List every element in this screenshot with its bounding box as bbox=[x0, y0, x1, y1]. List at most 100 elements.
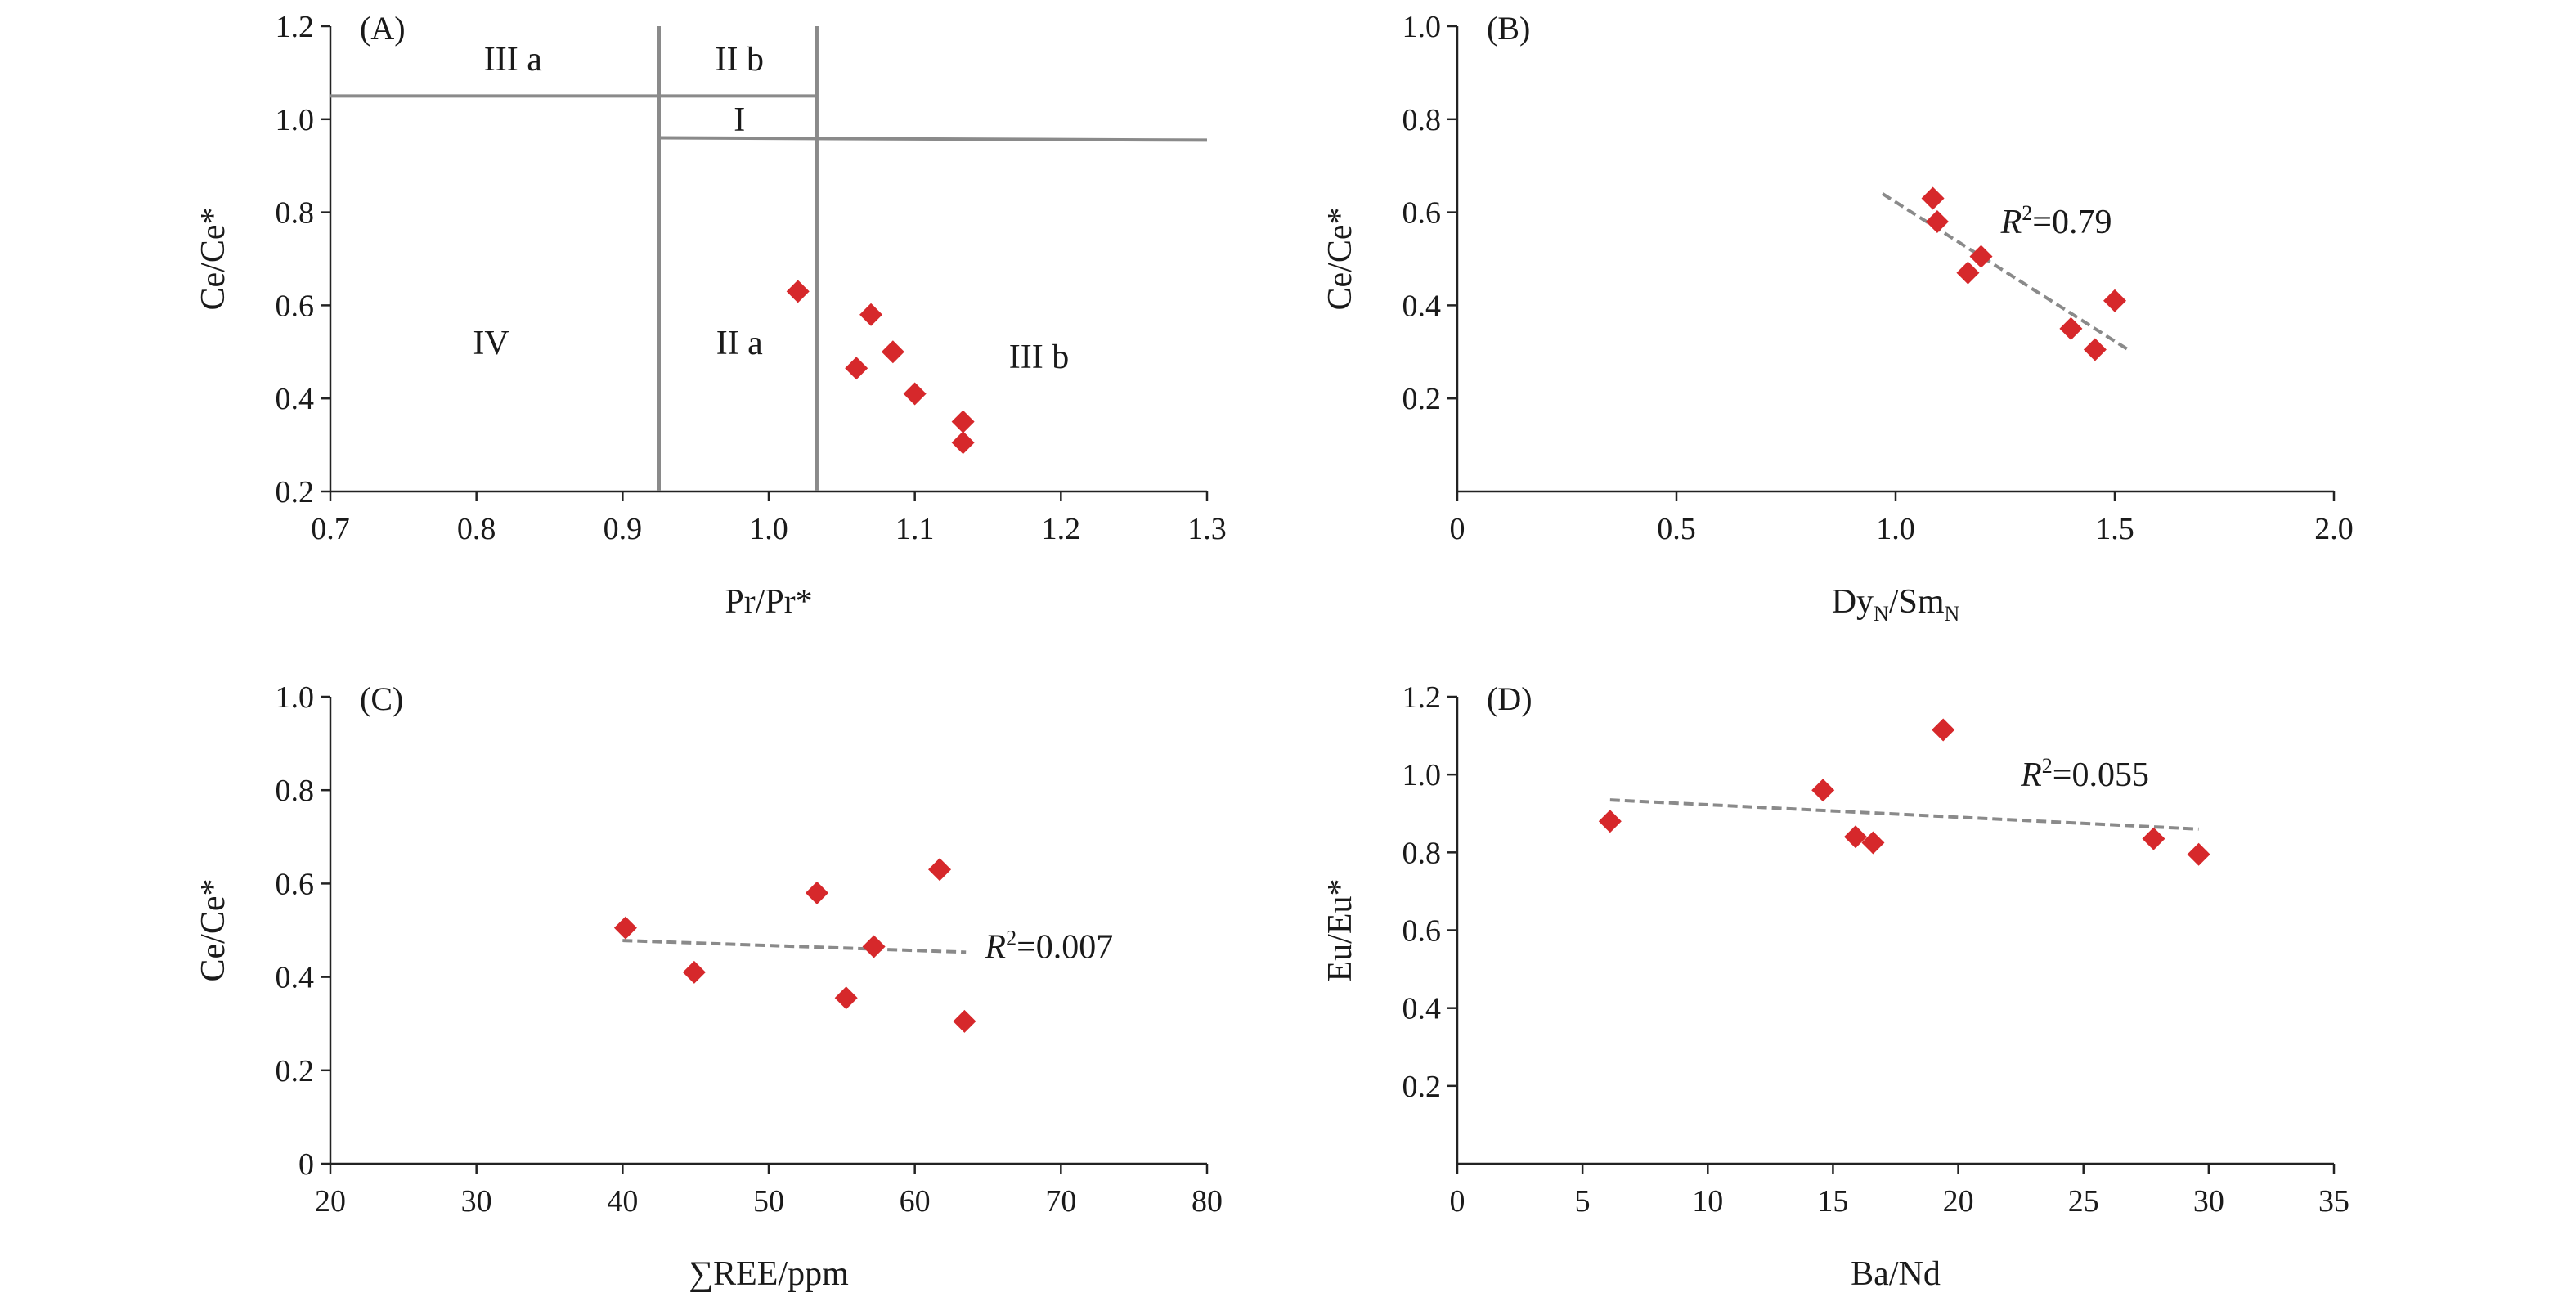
y-tick-label: 0.6 bbox=[276, 867, 315, 901]
data-point bbox=[1932, 718, 1955, 742]
x-tick-label: 0 bbox=[1450, 1184, 1465, 1218]
x-tick-label: 0 bbox=[1450, 512, 1465, 546]
field-boundary-line bbox=[658, 136, 1208, 142]
x-tick-label: 10 bbox=[1692, 1184, 1723, 1218]
y-tick-label: 0.4 bbox=[1402, 289, 1442, 323]
data-point bbox=[1861, 831, 1885, 855]
data-point bbox=[953, 1009, 976, 1033]
r-squared-superscript: 2 bbox=[2022, 201, 2032, 225]
r-squared-annotation: R2=0.79 bbox=[2000, 201, 2112, 241]
y-tick-label: 1.2 bbox=[276, 10, 315, 44]
x-axis-label: DyN/SmN bbox=[1832, 583, 1960, 626]
data-point bbox=[862, 935, 886, 958]
x-axis-label: Pr/Pr* bbox=[725, 583, 812, 621]
x-tick-label: 1.2 bbox=[1042, 512, 1081, 546]
data-point bbox=[845, 357, 868, 380]
x-tick-label: 0.8 bbox=[457, 512, 496, 546]
y-tick-label: 0.6 bbox=[1402, 914, 1442, 949]
x-tick-label: 1.5 bbox=[2095, 512, 2134, 546]
region-label: IV bbox=[473, 325, 509, 362]
x-tick-label: 30 bbox=[461, 1184, 492, 1218]
y-tick-label: 0.8 bbox=[276, 774, 315, 808]
trend-line bbox=[1609, 798, 2199, 831]
y-tick-label: 0.2 bbox=[1402, 382, 1442, 416]
y-tick-label: 0.2 bbox=[276, 475, 315, 509]
region-label: III a bbox=[484, 41, 542, 79]
data-point bbox=[2083, 338, 2107, 361]
x-axis-label-part: /Sm bbox=[1889, 583, 1945, 621]
data-point bbox=[1843, 825, 1867, 849]
y-tick-label: 0.4 bbox=[1402, 992, 1442, 1026]
y-tick-label: 0.2 bbox=[1402, 1070, 1442, 1104]
panel-c: 20 30 40 50 60 70 80 0 0.2 0.4 0.6 0.8 1.0 (C) Ce/Ce* ∑… bbox=[195, 680, 1223, 1293]
y-tick-label: 1.2 bbox=[1402, 680, 1442, 715]
region-label: II b bbox=[716, 41, 764, 79]
x-tick-label: 35 bbox=[2318, 1184, 2349, 1218]
x-axis-label-part: Dy bbox=[1832, 583, 1874, 621]
data-point bbox=[2059, 316, 2083, 340]
region-label: I bbox=[734, 101, 745, 139]
data-point bbox=[1598, 810, 1622, 833]
panel-label: (A) bbox=[360, 10, 406, 47]
r-squared-superscript: 2 bbox=[2042, 754, 2053, 778]
x-tick-label: 2.0 bbox=[2314, 512, 2354, 546]
data-point bbox=[1969, 245, 1993, 268]
r-squared-variable: R bbox=[2020, 756, 2042, 794]
y-axis-label: Ce/Ce* bbox=[195, 208, 232, 311]
data-point bbox=[805, 881, 828, 904]
x-tick-label: 1.1 bbox=[895, 512, 935, 546]
region-label: II a bbox=[716, 325, 763, 362]
x-tick-label: 1.0 bbox=[1876, 512, 1915, 546]
data-point bbox=[881, 340, 904, 364]
r-squared-superscript: 2 bbox=[1006, 926, 1016, 949]
data-point bbox=[903, 382, 927, 406]
x-axis-label-subscript: N bbox=[1945, 602, 1960, 626]
r-squared-annotation: R2=0.055 bbox=[2020, 754, 2149, 794]
y-tick-label: 0.4 bbox=[276, 961, 315, 995]
trend-line bbox=[622, 939, 967, 954]
panel-label: (D) bbox=[1487, 680, 1533, 717]
data-point bbox=[2142, 827, 2165, 850]
r-squared-variable: R bbox=[2000, 204, 2022, 241]
x-tick-label: 70 bbox=[1045, 1184, 1076, 1218]
x-tick-label: 40 bbox=[607, 1184, 638, 1218]
data-point bbox=[613, 916, 637, 940]
x-tick-label: 1.3 bbox=[1187, 512, 1227, 546]
y-tick-label: 1.0 bbox=[276, 680, 315, 715]
x-tick-label: 0.5 bbox=[1657, 512, 1696, 546]
y-tick-label: 0 bbox=[298, 1147, 314, 1182]
x-tick-label: 20 bbox=[315, 1184, 346, 1218]
y-tick-label: 0.8 bbox=[1402, 836, 1442, 870]
y-tick-label: 0.2 bbox=[276, 1054, 315, 1088]
r-squared-annotation: R2=0.007 bbox=[984, 926, 1113, 966]
x-tick-label: 30 bbox=[2193, 1184, 2224, 1218]
data-point bbox=[2187, 842, 2210, 866]
data-point bbox=[951, 431, 975, 455]
data-point bbox=[1925, 209, 1949, 233]
panel-d: 0 5 10 15 20 25 30 35 0.2 0.4 0.6 0.8 1.0 1.2 (D) Eu/Eu… bbox=[1322, 680, 2349, 1293]
y-axis-label: Ce/Ce* bbox=[195, 879, 232, 982]
x-axis-label-subscript: N bbox=[1874, 602, 1889, 626]
y-tick-label: 1.0 bbox=[1402, 10, 1442, 44]
data-point bbox=[1921, 186, 1945, 210]
y-axis-label: Ce/Ce* bbox=[1322, 208, 1359, 311]
x-tick-label: 20 bbox=[1943, 1184, 1974, 1218]
data-point bbox=[2103, 289, 2126, 312]
trend-line bbox=[1881, 192, 2129, 352]
data-point bbox=[1956, 261, 1980, 285]
y-tick-label: 0.4 bbox=[276, 382, 315, 416]
y-axis-label: Eu/Eu* bbox=[1322, 879, 1359, 982]
x-axis-label: Ba/Nd bbox=[1851, 1255, 1941, 1293]
y-tick-label: 0.8 bbox=[1402, 103, 1442, 137]
x-tick-label: 25 bbox=[2068, 1184, 2099, 1218]
x-tick-label: 60 bbox=[900, 1184, 931, 1218]
x-tick-label: 50 bbox=[753, 1184, 784, 1218]
data-point bbox=[859, 303, 883, 326]
y-tick-label: 0.6 bbox=[1402, 196, 1442, 231]
y-tick-label: 0.8 bbox=[276, 196, 315, 231]
region-label: III b bbox=[1009, 339, 1069, 376]
panel-a: 0.7 0.8 0.9 1.0 1.1 1.2 1.3 0.2 0.4 0.6 0.8 1.0 1.2 (… bbox=[195, 10, 1227, 621]
data-point bbox=[1811, 779, 1835, 802]
y-tick-label: 1.0 bbox=[1402, 758, 1442, 792]
